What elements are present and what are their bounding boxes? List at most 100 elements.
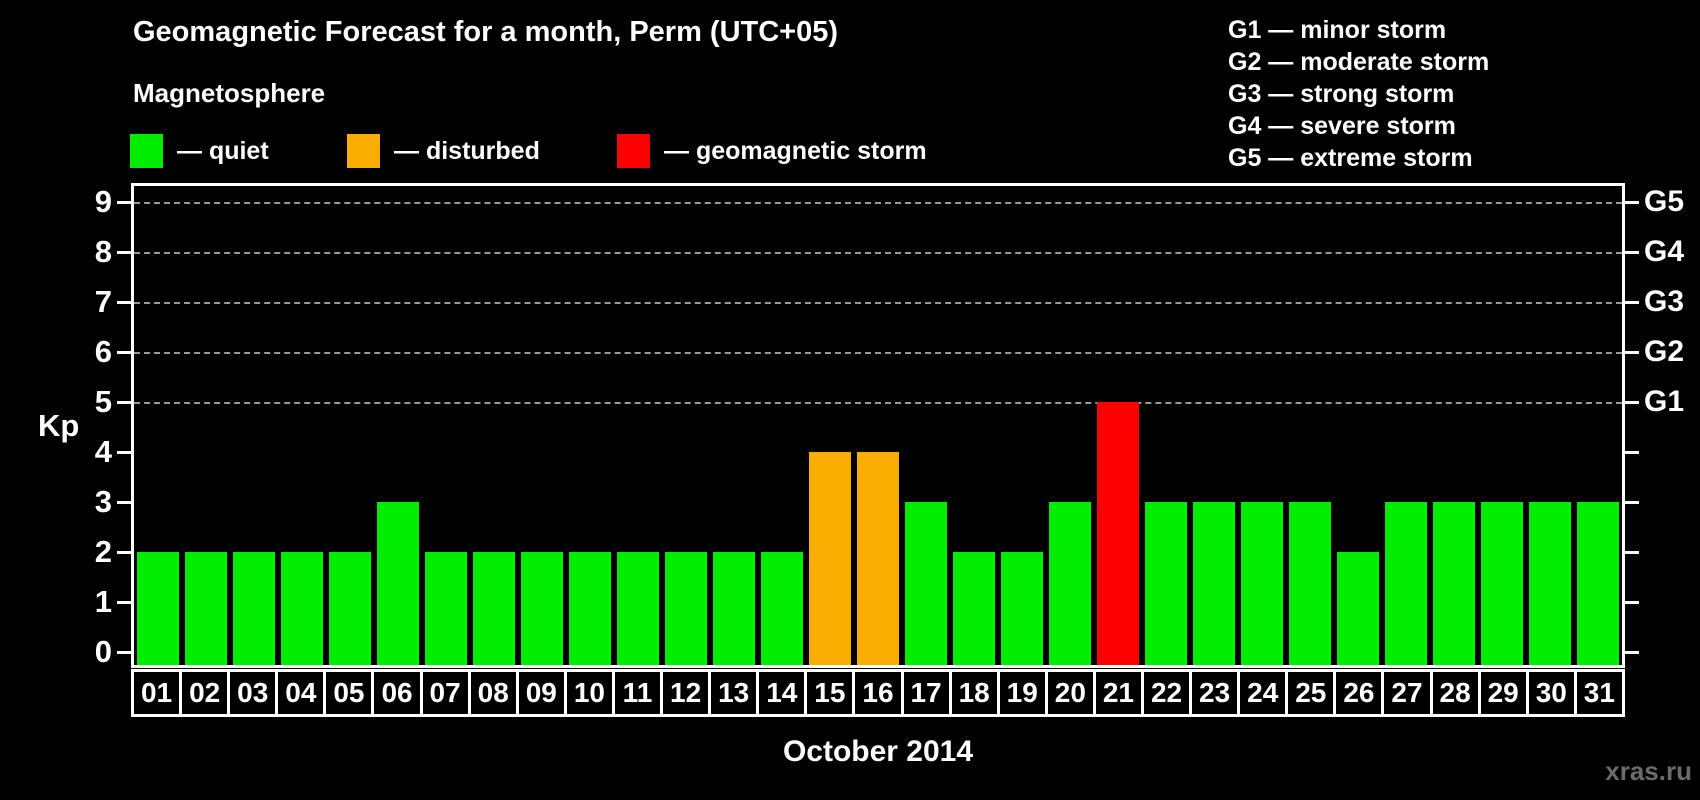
day-label-19: 19 — [1000, 672, 1048, 714]
page-title: Geomagnetic Forecast for a month, Perm (… — [133, 16, 839, 48]
kp-bar-day-27 — [1385, 502, 1427, 665]
kp-bar-day-28 — [1433, 502, 1475, 665]
kp-bar-day-30 — [1529, 502, 1571, 665]
x-axis-title: October 2014 — [782, 735, 974, 768]
kp-bar-day-31 — [1577, 502, 1619, 665]
day-label-15: 15 — [807, 672, 856, 714]
kp-bar-day-11 — [617, 552, 659, 665]
left-tick-kp8 — [117, 251, 131, 254]
day-label-03: 03 — [230, 672, 279, 714]
y-axis-label: Kp — [38, 408, 80, 443]
y-tick-label-8: 8 — [94, 234, 112, 269]
magnetosphere-subtitle: Magnetosphere — [133, 78, 326, 108]
right-axis-label-G4: G4 — [1644, 235, 1685, 268]
g-scale-legend-line: G3 — strong storm — [1228, 80, 1455, 108]
legend-label-storm: — geomagnetic storm — [664, 136, 927, 165]
kp-bar-day-17 — [905, 502, 947, 665]
day-label-13: 13 — [711, 672, 760, 714]
left-tick-kp3 — [117, 501, 131, 504]
g-scale-legend-line: G2 — moderate storm — [1228, 48, 1490, 76]
day-label-07: 07 — [423, 672, 471, 714]
left-tick-kp0 — [117, 651, 131, 654]
left-tick-kp5 — [117, 401, 131, 404]
day-label-04: 04 — [278, 672, 327, 714]
gridline-kp8 — [134, 252, 1622, 254]
day-label-18: 18 — [952, 672, 1000, 714]
gridline-kp5 — [134, 402, 1622, 404]
right-tick-kp1 — [1625, 601, 1639, 604]
right-tick-kp0 — [1625, 651, 1639, 654]
day-label-31: 31 — [1583, 677, 1615, 708]
day-label-08: 08 — [471, 672, 519, 714]
day-label-24: 24 — [1240, 672, 1289, 714]
kp-bar-day-19 — [1001, 552, 1043, 665]
day-label-09: 09 — [519, 672, 567, 714]
right-tick-kp3 — [1625, 501, 1639, 504]
legend-item-storm: — geomagnetic storm — [617, 134, 927, 168]
kp-bar-day-18 — [953, 552, 995, 665]
kp-bar-day-03 — [233, 552, 275, 665]
kp-bar-day-12 — [665, 552, 707, 665]
day-label-22: 22 — [1144, 672, 1193, 714]
kp-bar-day-10 — [569, 552, 611, 665]
day-label-01: 01 — [134, 672, 183, 714]
legend-item-quiet: — quiet — [130, 134, 269, 168]
quiet-color-swatch — [130, 134, 163, 168]
day-label-23: 23 — [1192, 672, 1241, 714]
left-tick-kp2 — [117, 551, 131, 554]
kp-bar-day-26 — [1337, 552, 1379, 665]
day-label-14: 14 — [759, 672, 808, 714]
y-tick-label-9: 9 — [94, 184, 112, 219]
right-tick-kp6 — [1625, 351, 1639, 354]
kp-bar-day-01 — [137, 552, 179, 665]
right-tick-kp7 — [1625, 301, 1639, 304]
plot-inner — [134, 186, 1622, 665]
right-tick-kp8 — [1625, 251, 1639, 254]
gridline-kp6 — [134, 352, 1622, 354]
kp-bar-day-22 — [1145, 502, 1187, 665]
plot-area — [131, 183, 1625, 668]
right-tick-kp2 — [1625, 551, 1639, 554]
g-scale-legend-line: G5 — extreme storm — [1228, 144, 1473, 172]
g-scale-legend-line: G4 — severe storm — [1228, 112, 1456, 140]
kp-bar-day-06 — [377, 502, 419, 665]
y-tick-label-4: 4 — [94, 434, 112, 469]
y-tick-label-2: 2 — [94, 534, 112, 569]
day-label-12: 12 — [663, 672, 712, 714]
right-axis-label-G2: G2 — [1644, 335, 1685, 368]
legend-item-disturbed: — disturbed — [347, 134, 540, 168]
storm-color-swatch — [617, 134, 650, 168]
y-tick-label-5: 5 — [94, 384, 112, 419]
kp-bar-day-24 — [1241, 502, 1283, 665]
g-scale-legend: G1 — minor storm G2 — moderate storm G3 — … — [1228, 14, 1489, 174]
kp-bar-day-15 — [809, 452, 851, 665]
day-label-21: 21 — [1096, 672, 1144, 714]
y-tick-label-0: 0 — [94, 634, 112, 669]
y-tick-label-6: 6 — [94, 334, 112, 369]
kp-bar-day-25 — [1289, 502, 1331, 665]
kp-bar-day-02 — [185, 552, 227, 665]
day-label-26: 26 — [1336, 672, 1385, 714]
left-tick-kp9 — [117, 201, 131, 204]
kp-bar-day-20 — [1049, 502, 1091, 665]
g-scale-legend-line: G1 — minor storm — [1228, 16, 1447, 44]
right-tick-kp5 — [1625, 401, 1639, 404]
kp-bar-day-23 — [1193, 502, 1235, 665]
day-label-25: 25 — [1288, 672, 1337, 714]
day-label-30: 30 — [1529, 672, 1577, 714]
disturbed-color-swatch — [347, 134, 380, 168]
kp-bar-day-07 — [425, 552, 467, 665]
kp-bar-day-08 — [473, 552, 515, 665]
day-label-29: 29 — [1481, 672, 1529, 714]
day-label-16: 16 — [855, 672, 904, 714]
y-tick-label-1: 1 — [94, 584, 112, 619]
right-axis-label-G1: G1 — [1644, 385, 1685, 418]
right-tick-kp4 — [1625, 451, 1639, 454]
watermark: xras.ru — [1605, 756, 1692, 786]
day-label-05: 05 — [326, 672, 375, 714]
kp-bar-day-29 — [1481, 502, 1523, 665]
x-axis-day-labels: 01 02 03 04 05 06 07 08 09 10 11 12 13 14 15 16 17 18 19 20… — [131, 669, 1625, 717]
day-label-28: 28 — [1433, 672, 1481, 714]
left-tick-kp4 — [117, 451, 131, 454]
